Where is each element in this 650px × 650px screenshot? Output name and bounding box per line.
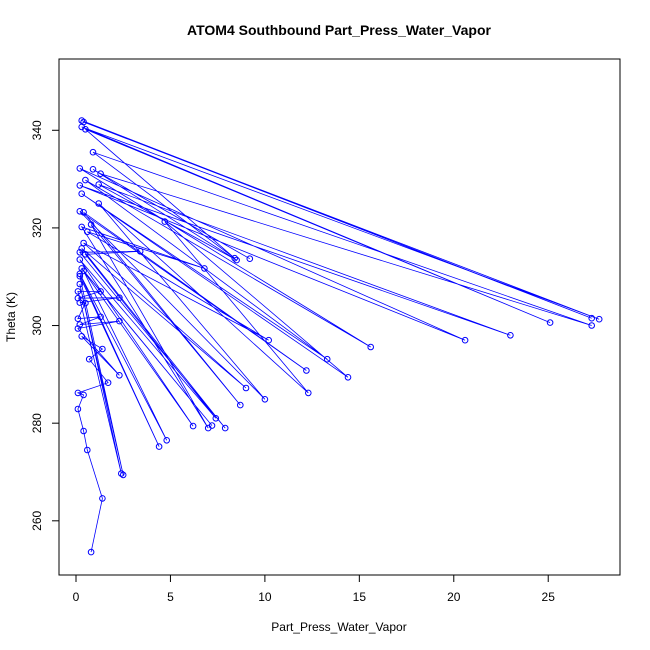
data-point bbox=[201, 265, 208, 272]
data-point bbox=[76, 256, 84, 263]
data-point bbox=[80, 427, 87, 435]
data-point bbox=[99, 345, 106, 353]
data-point bbox=[261, 396, 269, 403]
data-point bbox=[95, 200, 102, 207]
data-series bbox=[74, 117, 603, 556]
data-point bbox=[74, 288, 82, 295]
y-axis: 260 280 300 320 340 bbox=[30, 120, 60, 531]
data-point bbox=[89, 166, 97, 173]
data-point bbox=[74, 389, 82, 397]
x-tick-label: 20 bbox=[447, 590, 461, 604]
data-point bbox=[80, 391, 87, 399]
data-point bbox=[461, 336, 469, 344]
x-axis-label: Part_Press_Water_Vapor bbox=[271, 620, 406, 634]
chart-title: ATOM4 Southbound Part_Press_Water_Vapor bbox=[187, 22, 491, 38]
data-point bbox=[80, 209, 87, 216]
data-point bbox=[76, 182, 84, 189]
data-point bbox=[242, 384, 250, 392]
data-point bbox=[82, 176, 89, 184]
x-tick-label: 5 bbox=[167, 590, 174, 604]
data-point bbox=[78, 190, 85, 197]
data-point bbox=[588, 314, 596, 322]
data-point bbox=[82, 126, 89, 133]
data-point bbox=[136, 248, 144, 255]
y-tick-label: 340 bbox=[30, 120, 44, 140]
data-point bbox=[74, 325, 82, 332]
data-point bbox=[78, 245, 85, 252]
data-point bbox=[507, 332, 514, 339]
data-point bbox=[76, 272, 84, 280]
data-point bbox=[221, 424, 229, 432]
data-point bbox=[76, 270, 84, 278]
data-point bbox=[97, 313, 104, 321]
data-point bbox=[74, 315, 82, 323]
x-tick-label: 10 bbox=[258, 590, 272, 604]
y-axis-label: Theta (K) bbox=[4, 292, 18, 342]
y-tick-label: 320 bbox=[30, 218, 44, 238]
data-point bbox=[323, 355, 331, 363]
data-point bbox=[85, 355, 93, 363]
x-tick-label: 0 bbox=[73, 590, 80, 604]
data-point bbox=[76, 280, 84, 288]
data-point bbox=[82, 299, 89, 307]
y-tick-label: 300 bbox=[30, 315, 44, 335]
data-point bbox=[99, 495, 106, 502]
data-point bbox=[303, 367, 310, 374]
data-point bbox=[97, 288, 104, 295]
data-point bbox=[84, 446, 91, 454]
data-point bbox=[84, 228, 91, 236]
data-point bbox=[344, 374, 352, 381]
data-point bbox=[161, 218, 169, 225]
data-point bbox=[305, 389, 312, 397]
data-point bbox=[95, 181, 102, 188]
data-point bbox=[78, 333, 85, 340]
data-point bbox=[116, 372, 123, 379]
data-point bbox=[588, 322, 596, 329]
data-point bbox=[246, 255, 254, 263]
y-tick-label: 260 bbox=[30, 510, 44, 530]
series-line bbox=[76, 120, 600, 553]
data-point bbox=[87, 221, 95, 228]
data-point bbox=[76, 249, 84, 256]
data-point bbox=[546, 319, 554, 326]
data-point bbox=[89, 148, 97, 156]
x-tick-label: 25 bbox=[542, 590, 556, 604]
data-point bbox=[367, 343, 375, 351]
data-point bbox=[237, 401, 244, 409]
data-point bbox=[74, 405, 82, 413]
data-point bbox=[265, 336, 273, 344]
data-point bbox=[104, 379, 112, 387]
y-tick-label: 280 bbox=[30, 413, 44, 433]
data-point bbox=[155, 443, 163, 450]
data-point bbox=[233, 256, 240, 264]
data-point bbox=[208, 422, 216, 429]
data-point bbox=[189, 422, 197, 430]
data-point bbox=[116, 294, 123, 302]
data-point bbox=[118, 470, 125, 477]
data-point bbox=[163, 437, 170, 444]
data-point bbox=[116, 317, 123, 325]
data-point bbox=[97, 170, 104, 177]
data-point bbox=[76, 165, 84, 172]
data-point bbox=[76, 208, 84, 215]
data-point bbox=[595, 315, 603, 323]
data-point bbox=[76, 321, 84, 328]
data-point bbox=[78, 117, 85, 124]
x-axis: 0 5 10 15 20 25 bbox=[73, 574, 556, 604]
data-point bbox=[119, 471, 127, 479]
data-point bbox=[78, 223, 85, 231]
data-point bbox=[231, 254, 238, 262]
data-point bbox=[87, 548, 95, 556]
data-point bbox=[82, 251, 89, 258]
data-point bbox=[212, 415, 220, 422]
x-tick-label: 15 bbox=[353, 590, 367, 604]
